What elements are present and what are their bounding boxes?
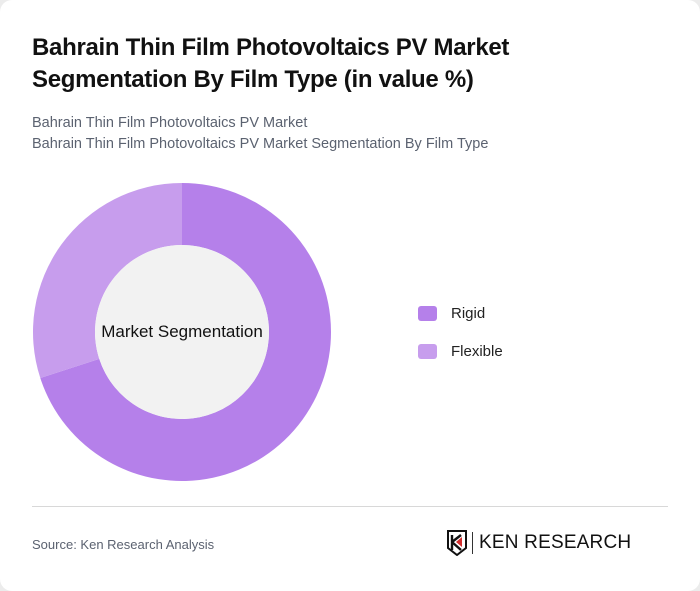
footer-divider [32,506,668,507]
donut-slice-flexible[interactable] [32,183,183,379]
subtitle-line-2: Bahrain Thin Film Photovoltaics PV Marke… [32,136,489,152]
logo-text: KEN RESEARCH [479,532,632,553]
chart-title: Bahrain Thin Film Photovoltaics PV Marke… [32,34,510,93]
ken-logo-mark-icon [447,530,467,556]
legend-swatch-flexible [418,343,437,359]
ken-research-logo: KEN RESEARCH [446,530,631,556]
legend-item-rigid[interactable]: Rigid [418,303,503,323]
subtitle-line-1: Bahrain Thin Film Photovoltaics PV Marke… [32,115,308,131]
legend-item-flexible[interactable]: Flexible [418,341,503,361]
chart-subtitle: Bahrain Thin Film Photovoltaics PV Marke… [32,113,488,155]
donut-chart [32,183,332,481]
donut-slice-rigid[interactable] [40,183,332,481]
logo-separator [472,532,473,554]
legend-label-flexible: Flexible [451,342,503,360]
legend-swatch-rigid [418,305,437,321]
legend-label-rigid: Rigid [451,304,486,322]
chart-legend: Rigid Flexible [418,303,503,379]
source-note: Source: Ken Research Analysis [32,537,215,552]
donut-hole [95,245,269,419]
